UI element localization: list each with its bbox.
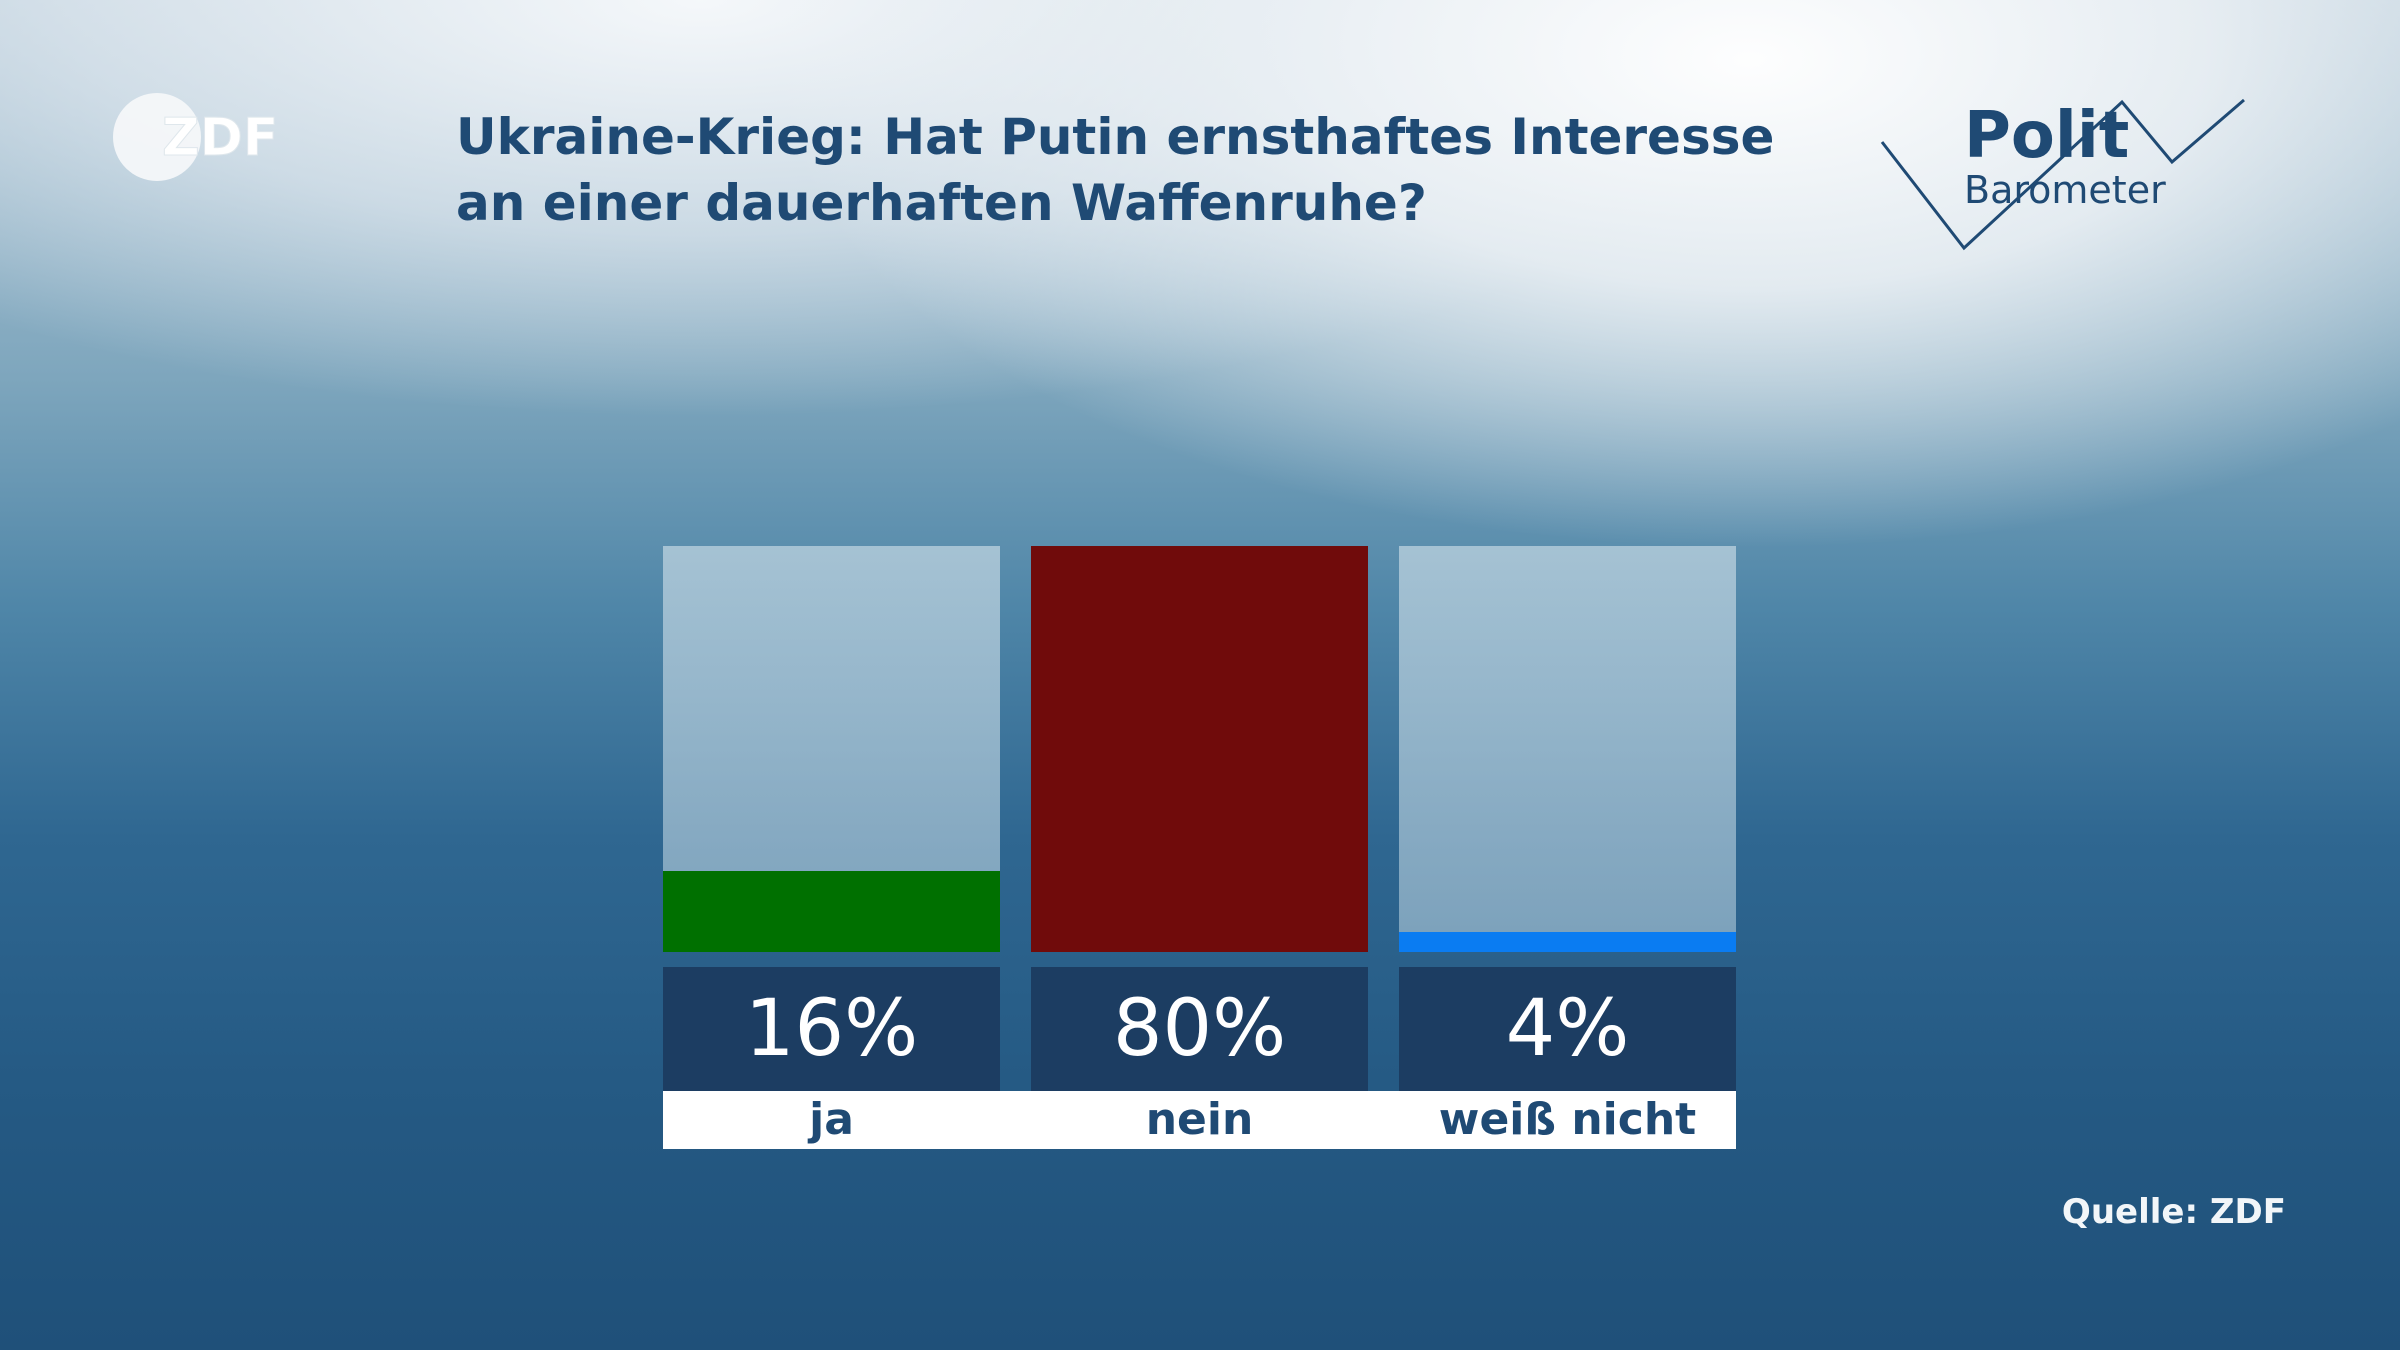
- category-label-1: nein: [1145, 1094, 1254, 1145]
- bar-track-2: [1399, 546, 1736, 952]
- polit-word: Polit: [1964, 99, 2130, 173]
- barometer-word: Barometer: [1964, 168, 2166, 212]
- politbarometer-line-icon: [1880, 98, 2245, 251]
- category-label-2: weiß nicht: [1438, 1094, 1697, 1145]
- data-label-1: 80%: [1031, 967, 1368, 1091]
- data-label-0: 16%: [663, 967, 1000, 1091]
- bar-0: [663, 870, 1000, 952]
- data-label-2: 4%: [1399, 967, 1736, 1091]
- source-label: Quelle: ZDF: [2061, 1192, 2286, 1232]
- category-label-0: ja: [809, 1094, 854, 1145]
- zdf-logo-text: ZDF: [162, 108, 278, 168]
- zdf-logo: ZDF: [113, 93, 279, 181]
- bar-1: [1031, 546, 1368, 952]
- politbarometer-logo: Polit Barometer: [1880, 90, 2250, 260]
- chart-title: Ukraine-Krieg: Hat Putin ernsthaftes Int…: [456, 108, 1775, 232]
- category-label-strip: [663, 1091, 1736, 1149]
- bar-2: [1399, 931, 1736, 952]
